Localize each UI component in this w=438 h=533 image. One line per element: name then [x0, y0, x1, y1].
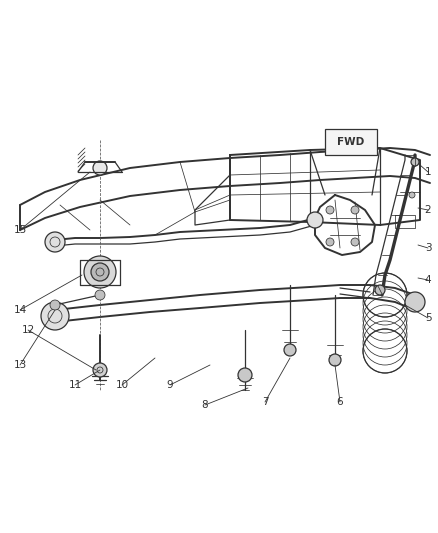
Circle shape	[405, 292, 425, 312]
Circle shape	[93, 363, 107, 377]
Circle shape	[95, 290, 105, 300]
Text: 1: 1	[425, 167, 431, 177]
Circle shape	[409, 192, 415, 198]
Circle shape	[351, 238, 359, 246]
Circle shape	[307, 212, 323, 228]
Text: 14: 14	[14, 305, 27, 315]
Circle shape	[41, 302, 69, 330]
Circle shape	[326, 238, 334, 246]
Circle shape	[84, 256, 116, 288]
Circle shape	[411, 158, 419, 166]
Text: 2: 2	[425, 205, 431, 215]
Text: 6: 6	[337, 397, 343, 407]
Text: 5: 5	[425, 313, 431, 323]
FancyBboxPatch shape	[325, 129, 377, 155]
Text: 15: 15	[14, 225, 27, 235]
Circle shape	[329, 354, 341, 366]
Circle shape	[93, 161, 107, 175]
Text: FWD: FWD	[337, 137, 364, 147]
Circle shape	[91, 263, 109, 281]
Circle shape	[45, 232, 65, 252]
Circle shape	[375, 285, 385, 295]
Circle shape	[326, 206, 334, 214]
Circle shape	[284, 344, 296, 356]
Circle shape	[351, 206, 359, 214]
Text: 10: 10	[116, 380, 129, 390]
Text: 13: 13	[14, 360, 27, 370]
Circle shape	[238, 368, 252, 382]
Text: 9: 9	[167, 380, 173, 390]
Text: 3: 3	[425, 243, 431, 253]
Text: 7: 7	[261, 397, 268, 407]
Text: 4: 4	[425, 275, 431, 285]
Text: 8: 8	[201, 400, 208, 410]
Text: 12: 12	[21, 325, 35, 335]
Circle shape	[50, 300, 60, 310]
Text: 11: 11	[68, 380, 81, 390]
